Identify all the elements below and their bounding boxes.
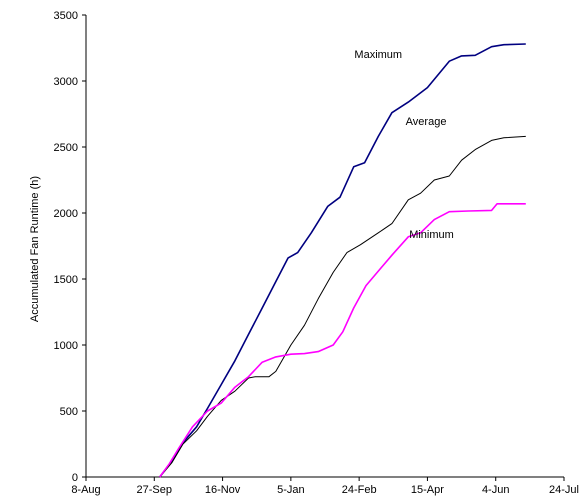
series-line-minimum xyxy=(159,203,526,478)
y-tick-label: 2500 xyxy=(54,142,78,154)
y-tick-label: 1000 xyxy=(54,340,78,352)
x-tick-label: 15-Apr xyxy=(411,484,444,496)
x-tick-label: 24-Jul xyxy=(549,484,579,496)
y-tick-label: 1500 xyxy=(54,274,78,286)
x-tick-label: 27-Sep xyxy=(137,484,172,496)
x-tick-label: 8-Aug xyxy=(71,484,100,496)
x-tick-label: 5-Jan xyxy=(277,484,305,496)
x-tick-label: 4-Jun xyxy=(482,484,510,496)
series-label-average: Average xyxy=(406,116,447,128)
series-line-average xyxy=(159,135,526,478)
series-label-maximum: Maximum xyxy=(354,49,402,61)
series-labels: Maximum Average Minimum xyxy=(354,49,453,241)
series-line-maximum xyxy=(159,43,526,478)
y-tick-label: 3000 xyxy=(54,76,78,88)
y-tick-label: 0 xyxy=(72,472,78,484)
y-tick-label: 3500 xyxy=(54,10,78,22)
x-tick-label: 24-Feb xyxy=(342,484,377,496)
x-tick-label: 16-Nov xyxy=(205,484,241,496)
series-label-minimum: Minimum xyxy=(409,229,454,241)
y-tick-label: 2000 xyxy=(54,208,78,220)
y-tick-label: 500 xyxy=(60,406,78,418)
y-axis-label: Accumulated Fan Runtime (h) xyxy=(29,176,41,322)
series-layer xyxy=(159,43,526,478)
axes: 0 500 1000 1500 2000 2500 3000 3500 8-Aug 27-Sep 1… xyxy=(54,10,579,496)
